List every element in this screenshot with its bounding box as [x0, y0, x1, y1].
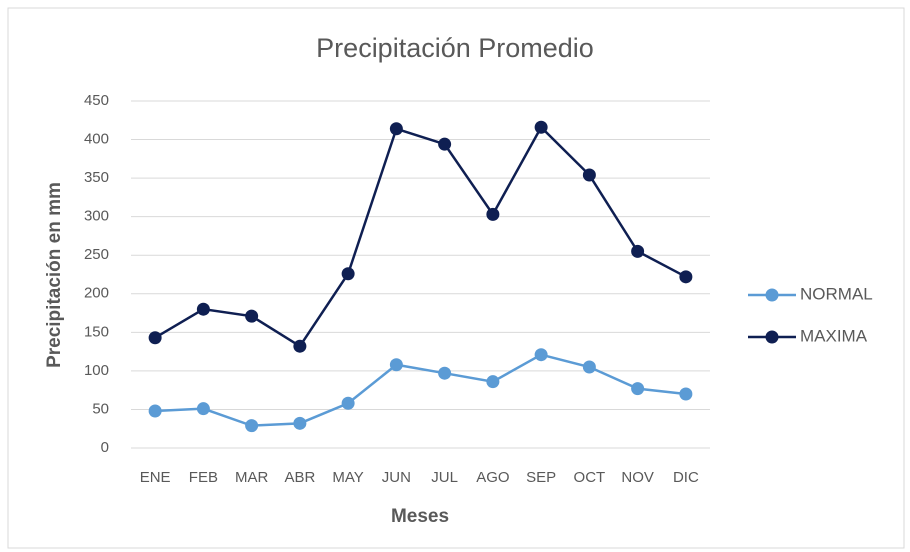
y-tick-label: 350	[84, 169, 109, 186]
legend-marker	[765, 288, 779, 302]
y-tick-label: 100	[84, 362, 109, 379]
data-point	[245, 419, 259, 433]
data-point	[534, 348, 548, 362]
data-point	[582, 360, 596, 374]
x-tick-label: MAR	[235, 469, 269, 486]
chart-border	[7, 7, 905, 549]
data-point	[631, 382, 645, 396]
x-tick-label: MAY	[332, 469, 363, 486]
x-tick-label: FEB	[189, 469, 218, 486]
x-tick-label: JUL	[431, 469, 458, 486]
data-point	[438, 137, 452, 151]
data-point	[438, 366, 452, 380]
data-point	[679, 387, 693, 401]
y-tick-label: 0	[101, 439, 109, 456]
y-tick-label: 50	[92, 400, 109, 417]
data-point	[486, 207, 500, 221]
data-point	[196, 302, 210, 316]
data-point	[486, 375, 500, 389]
y-tick-label: 450	[84, 92, 109, 109]
x-tick-label: ENE	[140, 469, 171, 486]
data-point	[245, 309, 259, 323]
x-axis-title: Meses	[391, 506, 449, 527]
y-tick-label: 300	[84, 208, 109, 225]
data-point	[148, 404, 162, 418]
y-tick-label: 250	[84, 246, 109, 263]
legend-label: NORMAL	[800, 284, 873, 303]
x-tick-label: DIC	[673, 469, 699, 486]
data-point	[534, 120, 548, 134]
y-tick-label: 400	[84, 131, 109, 148]
data-point	[148, 331, 162, 345]
x-tick-label: AGO	[476, 469, 509, 486]
y-tick-label: 200	[84, 285, 109, 302]
x-tick-label: NOV	[621, 469, 654, 486]
x-tick-label: OCT	[574, 469, 606, 486]
data-point	[341, 267, 355, 281]
y-axis-title: Precipitación en mm	[44, 182, 65, 368]
legend-label: MAXIMA	[800, 326, 868, 345]
x-tick-label: JUN	[382, 469, 411, 486]
data-point	[341, 396, 355, 410]
data-point	[389, 122, 403, 136]
data-point	[293, 339, 307, 353]
data-point	[196, 402, 210, 416]
chart-title: Precipitación Promedio	[316, 33, 594, 63]
data-point	[389, 358, 403, 372]
data-point	[631, 244, 645, 258]
legend-marker	[765, 330, 779, 344]
y-tick-label: 150	[84, 323, 109, 340]
series-line	[154, 125, 687, 348]
data-point	[293, 416, 307, 430]
data-point	[582, 168, 596, 182]
series-line	[155, 353, 687, 427]
data-point	[679, 270, 693, 284]
x-tick-label: ABR	[284, 469, 315, 486]
x-tick-label: SEP	[526, 469, 556, 486]
